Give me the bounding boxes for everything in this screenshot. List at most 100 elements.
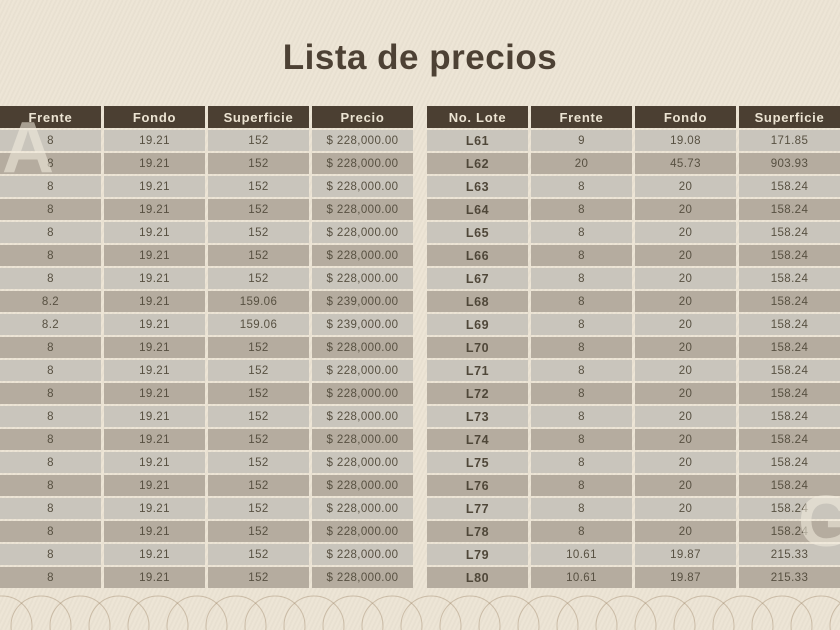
table-cell: 8: [0, 406, 101, 427]
table-cell: 20: [635, 498, 736, 519]
table-cell: L78: [427, 521, 528, 542]
decorative-circle: [88, 595, 150, 630]
table-cell: $ 239,000.00: [312, 314, 413, 335]
table-cell: 20: [635, 176, 736, 197]
table-cell: 8: [531, 176, 632, 197]
table-cell: 19.21: [104, 521, 205, 542]
table-cell: 8: [531, 406, 632, 427]
table-cell: 8: [531, 429, 632, 450]
table-cell: L68: [427, 291, 528, 312]
table-cell: 20: [635, 222, 736, 243]
table-cell: 158.24: [739, 199, 840, 220]
table-cell: 8: [531, 337, 632, 358]
decorative-circle: [205, 595, 267, 630]
table-row: 8 19.21 152 $ 228,000.00: [0, 268, 413, 289]
table-cell: 152: [208, 498, 309, 519]
table-cell: 19.21: [104, 268, 205, 289]
table-cell: L67: [427, 268, 528, 289]
table-cell: $ 228,000.00: [312, 475, 413, 496]
decorative-circle: [0, 595, 33, 630]
table-header-row: No. Lote Frente Fondo Superficie: [427, 106, 840, 128]
table-cell: $ 228,000.00: [312, 383, 413, 404]
column-header: Superficie: [208, 106, 309, 128]
table-row: L78 8 20 158.24: [427, 521, 840, 542]
table-cell: 8: [531, 521, 632, 542]
decorative-circle: [244, 595, 306, 630]
table-cell: L76: [427, 475, 528, 496]
table-row: L64 8 20 158.24: [427, 199, 840, 220]
table-cell: L63: [427, 176, 528, 197]
table-cell: $ 228,000.00: [312, 567, 413, 588]
table-cell: L62: [427, 153, 528, 174]
table-row: L79 10.61 19.87 215.33: [427, 544, 840, 565]
table-cell: 8: [531, 452, 632, 473]
table-cell: 158.24: [739, 176, 840, 197]
table-cell: 8: [531, 314, 632, 335]
table-cell: 8: [0, 521, 101, 542]
table-cell: L64: [427, 199, 528, 220]
table-cell: 8: [531, 222, 632, 243]
table-cell: 10.61: [531, 544, 632, 565]
table-cell: 19.21: [104, 199, 205, 220]
table-cell: 8: [531, 383, 632, 404]
decorative-circle: [556, 595, 618, 630]
table-cell: 903.93: [739, 153, 840, 174]
table-cell: 152: [208, 199, 309, 220]
table-cell: 158.24: [739, 314, 840, 335]
table-cell: 8: [531, 475, 632, 496]
table-cell: 8: [0, 452, 101, 473]
decorative-circle: [10, 595, 72, 630]
table-cell: 20: [635, 268, 736, 289]
table-cell: 19.21: [104, 176, 205, 197]
table-cell: 8: [0, 176, 101, 197]
table-cell: 8: [0, 199, 101, 220]
table-cell: 8: [0, 222, 101, 243]
table-cell: L80: [427, 567, 528, 588]
table-cell: 19.21: [104, 245, 205, 266]
table-row: L77 8 20 158.24: [427, 498, 840, 519]
table-cell: 158.24: [739, 498, 840, 519]
table-cell: 158.24: [739, 291, 840, 312]
decorative-circle: [712, 595, 774, 630]
table-cell: 20: [531, 153, 632, 174]
table-row: L80 10.61 19.87 215.33: [427, 567, 840, 588]
table-cell: 158.24: [739, 406, 840, 427]
table-cell: $ 228,000.00: [312, 199, 413, 220]
table-cell: 8: [0, 383, 101, 404]
table-cell: $ 228,000.00: [312, 176, 413, 197]
decorative-circle: [166, 595, 228, 630]
table-cell: 158.24: [739, 245, 840, 266]
table-cell: 152: [208, 153, 309, 174]
table-cell: 152: [208, 521, 309, 542]
table-cell: 10.61: [531, 567, 632, 588]
decorative-circle: [790, 595, 840, 630]
table-cell: 19.21: [104, 429, 205, 450]
table-cell: $ 239,000.00: [312, 291, 413, 312]
table-cell: 152: [208, 176, 309, 197]
table-cell: 215.33: [739, 544, 840, 565]
table-row: L76 8 20 158.24: [427, 475, 840, 496]
table-cell: 19.21: [104, 291, 205, 312]
table-cell: 152: [208, 475, 309, 496]
table-row: 8.2 19.21 159.06 $ 239,000.00: [0, 291, 413, 312]
table-cell: L77: [427, 498, 528, 519]
table-row: 8 19.21 152 $ 228,000.00: [0, 498, 413, 519]
table-cell: $ 228,000.00: [312, 521, 413, 542]
table-cell: 171.85: [739, 130, 840, 151]
decorative-circle: [673, 595, 735, 630]
table-cell: 19.08: [635, 130, 736, 151]
lot-table-right: No. Lote Frente Fondo Superficie L61 9 19.08 1…: [424, 104, 840, 590]
table-cell: 158.24: [739, 383, 840, 404]
decorative-circle: [322, 595, 384, 630]
table-cell: 152: [208, 245, 309, 266]
table-cell: 152: [208, 222, 309, 243]
table-cell: $ 228,000.00: [312, 153, 413, 174]
decorative-circle: [595, 595, 657, 630]
decorative-circle: [283, 595, 345, 630]
decorative-circle: [400, 595, 462, 630]
table-cell: 215.33: [739, 567, 840, 588]
decorative-circle: [829, 602, 840, 630]
table-cell: 19.21: [104, 383, 205, 404]
table-cell: 158.24: [739, 429, 840, 450]
table-cell: $ 228,000.00: [312, 360, 413, 381]
